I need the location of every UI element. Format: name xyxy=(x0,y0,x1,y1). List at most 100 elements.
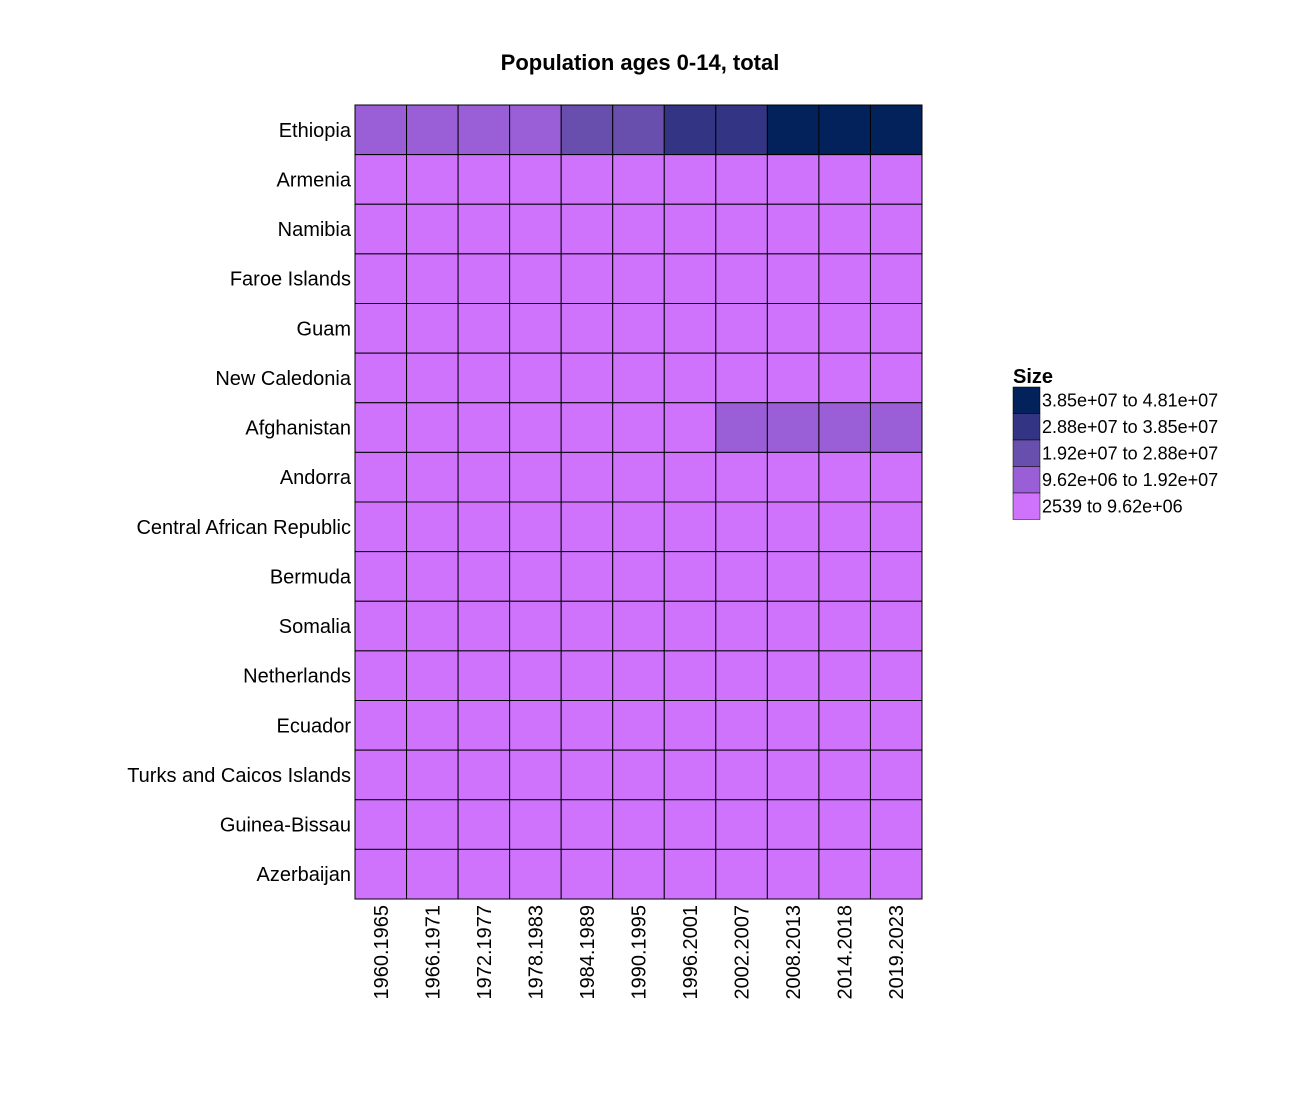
heatmap-cell xyxy=(612,551,665,602)
heatmap-cell xyxy=(509,650,562,702)
heatmap-cell xyxy=(457,154,511,205)
column-label: 1978.1983 xyxy=(525,905,547,1000)
heatmap-cell xyxy=(560,501,614,553)
heatmap-cell xyxy=(457,303,511,354)
heatmap-cell xyxy=(406,551,459,602)
heatmap-cell xyxy=(354,104,408,156)
heatmap-cell xyxy=(663,104,717,156)
heatmap-cell xyxy=(818,650,871,702)
row-label: Andorra xyxy=(280,467,352,489)
heatmap-cell xyxy=(354,154,408,205)
heatmap-cell xyxy=(663,551,717,602)
legend-swatch xyxy=(1012,439,1041,467)
heatmap-cell xyxy=(869,303,923,354)
heatmap-cell xyxy=(766,303,820,354)
legend-label: 2539 to 9.62e+06 xyxy=(1042,496,1183,516)
column-label: 1996.2001 xyxy=(680,905,702,1000)
heatmap-cell xyxy=(766,154,820,205)
heatmap-cell xyxy=(715,154,768,205)
heatmap-cell xyxy=(663,749,717,801)
heatmap-cell xyxy=(663,501,717,553)
heatmap-cell xyxy=(457,104,511,156)
heatmap-cell xyxy=(612,352,665,404)
heatmap-cell xyxy=(766,799,820,850)
heatmap-cell xyxy=(663,352,717,404)
row-label: Namibia xyxy=(278,219,352,241)
heatmap-cell xyxy=(612,848,665,900)
heatmap-cell xyxy=(766,700,820,751)
heatmap-cell xyxy=(715,600,768,652)
heatmap-cell xyxy=(869,749,923,801)
legend-swatch xyxy=(1012,413,1041,441)
heatmap-cell xyxy=(457,203,511,255)
row-label: Turks and Caicos Islands xyxy=(127,765,351,787)
heatmap-cell xyxy=(869,799,923,850)
heatmap-cell xyxy=(818,501,871,553)
heatmap-cell xyxy=(663,700,717,751)
heatmap-cell xyxy=(663,600,717,652)
heatmap-cell xyxy=(560,551,614,602)
heatmap-cell xyxy=(612,799,665,850)
heatmap-cell xyxy=(354,451,408,503)
heatmap-cell xyxy=(715,650,768,702)
heatmap-cell xyxy=(560,799,614,850)
heatmap-cell xyxy=(406,303,459,354)
heatmap-cell xyxy=(509,203,562,255)
heatmap-cell xyxy=(663,154,717,205)
heatmap-cell xyxy=(715,501,768,553)
heatmap-cell xyxy=(560,848,614,900)
heatmap-cell xyxy=(509,352,562,404)
heatmap-cell xyxy=(509,451,562,503)
heatmap-cell xyxy=(354,303,408,354)
heatmap-cell xyxy=(406,154,459,205)
heatmap-cell xyxy=(869,253,923,305)
heatmap-cell xyxy=(766,253,820,305)
heatmap-cell xyxy=(766,551,820,602)
heatmap-cell xyxy=(715,203,768,255)
heatmap-cell xyxy=(560,352,614,404)
row-label: Afghanistan xyxy=(245,418,351,440)
heatmap-cell xyxy=(766,600,820,652)
heatmap-cell xyxy=(818,848,871,900)
heatmap-cell xyxy=(612,501,665,553)
legend: Size 3.85e+07 to 4.81e+07 2.88e+07 to 3.8… xyxy=(1012,366,1218,520)
heatmap-cell xyxy=(663,848,717,900)
heatmap-cell xyxy=(715,104,768,156)
row-label: Guam xyxy=(297,318,351,340)
column-labels: 1960.1965 1966.1971 1972.1977 1978.1983 1984… xyxy=(371,905,908,1000)
heatmap-cell xyxy=(612,303,665,354)
legend-items: 3.85e+07 to 4.81e+07 2.88e+07 to 3.85e+07… xyxy=(1012,386,1218,520)
row-label: Central African Republic xyxy=(136,517,351,539)
heatmap-cell xyxy=(715,402,768,453)
heatmap-cell xyxy=(818,203,871,255)
heatmap-cell xyxy=(354,650,408,702)
row-label: Ecuador xyxy=(277,715,352,737)
heatmap-cell xyxy=(354,799,408,850)
row-label: Guinea-Bissau xyxy=(220,815,351,837)
heatmap-cell xyxy=(818,154,871,205)
heatmap-cell xyxy=(715,352,768,404)
heatmap-cell xyxy=(818,352,871,404)
row-label: Faroe Islands xyxy=(230,269,351,291)
heatmap-cell xyxy=(869,600,923,652)
heatmap-cell xyxy=(869,700,923,751)
heatmap-cell xyxy=(766,749,820,801)
heatmap-cell xyxy=(869,501,923,553)
row-label: New Caledonia xyxy=(215,368,352,390)
heatmap-cell xyxy=(406,650,459,702)
heatmap-cell xyxy=(612,451,665,503)
heatmap-cell xyxy=(406,501,459,553)
heatmap-cell xyxy=(663,253,717,305)
heatmap-cell xyxy=(715,303,768,354)
heatmap-cell xyxy=(457,402,511,453)
heatmap-cell xyxy=(406,799,459,850)
heatmap-cell xyxy=(457,650,511,702)
heatmap-cell xyxy=(457,253,511,305)
heatmap-cell xyxy=(509,303,562,354)
heatmap-cell xyxy=(509,848,562,900)
column-label: 2014.2018 xyxy=(835,905,857,1000)
heatmap-cell xyxy=(869,551,923,602)
heatmap-cell xyxy=(818,402,871,453)
heatmap-cell xyxy=(869,451,923,503)
